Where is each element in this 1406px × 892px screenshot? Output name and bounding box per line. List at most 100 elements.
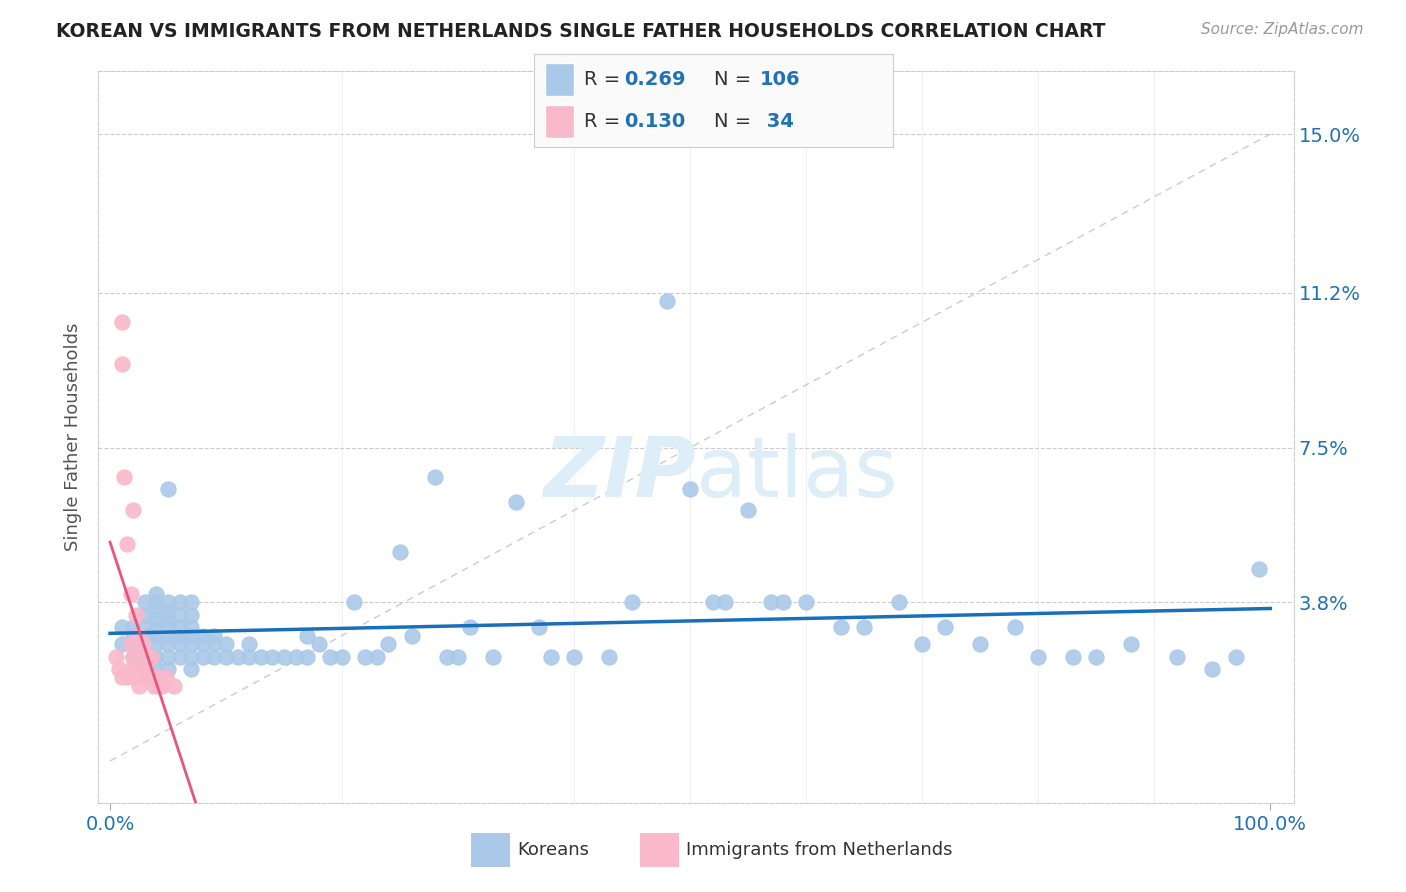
Point (157, 629, 180, 643)
Text: KOREAN VS IMMIGRANTS FROM NETHERLANDS SINGLE FATHER HOUSEHOLDS CORRELATION CHART: KOREAN VS IMMIGRANTS FROM NETHERLANDS SI… (56, 22, 1105, 41)
Point (655, 294, 678, 309)
Point (505, 495, 527, 509)
Point (343, 595, 366, 609)
Point (204, 649, 226, 664)
Point (250, 649, 273, 664)
Point (191, 637, 214, 651)
Point (262, 649, 284, 664)
Point (401, 629, 423, 643)
Point (169, 620, 191, 634)
Point (150, 679, 173, 693)
Point (145, 662, 167, 676)
Point (134, 620, 156, 634)
Point (482, 649, 505, 664)
Text: R =: R = (585, 112, 627, 131)
Point (204, 637, 226, 651)
Point (122, 620, 145, 634)
Point (169, 629, 191, 643)
Point (169, 649, 191, 664)
Text: atlas: atlas (696, 434, 897, 514)
Point (772, 595, 794, 609)
Point (145, 603, 167, 617)
Point (180, 607, 202, 622)
Point (124, 607, 146, 622)
Point (134, 649, 156, 664)
Point (423, 470, 446, 484)
Point (134, 629, 156, 643)
Bar (546, 105, 574, 138)
Point (887, 595, 910, 609)
Point (111, 357, 134, 371)
Point (157, 595, 180, 609)
Point (145, 595, 167, 609)
Point (128, 629, 150, 643)
Point (131, 662, 153, 676)
Point (529, 620, 551, 634)
Text: 0.130: 0.130 (624, 112, 685, 131)
Point (284, 649, 307, 664)
Point (145, 637, 167, 651)
Text: R =: R = (585, 70, 627, 89)
Point (702, 595, 724, 609)
Point (120, 587, 142, 601)
Point (145, 587, 167, 601)
Text: 34: 34 (761, 112, 794, 131)
Point (737, 503, 759, 517)
Point (157, 649, 180, 664)
Point (366, 649, 388, 664)
Point (180, 649, 202, 664)
Point (143, 679, 166, 693)
Point (136, 670, 159, 684)
Text: Source: ZipAtlas.com: Source: ZipAtlas.com (1201, 22, 1364, 37)
Text: ZIP: ZIP (543, 434, 696, 514)
Point (134, 662, 156, 676)
Point (389, 545, 412, 559)
Point (128, 649, 150, 664)
Point (1225, 649, 1247, 664)
Point (297, 629, 319, 643)
Point (148, 679, 170, 693)
Point (122, 649, 145, 664)
Point (238, 649, 260, 664)
Point (124, 662, 146, 676)
Point (117, 670, 139, 684)
Point (238, 637, 260, 651)
Point (122, 670, 145, 684)
Point (180, 637, 202, 651)
Point (794, 595, 817, 609)
Point (436, 649, 458, 664)
Y-axis label: Single Father Households: Single Father Households (65, 323, 83, 551)
Point (1201, 662, 1223, 676)
Point (122, 503, 145, 517)
Point (761, 595, 783, 609)
Point (145, 670, 167, 684)
Text: Immigrants from Netherlands: Immigrants from Netherlands (686, 841, 953, 859)
Point (134, 662, 156, 676)
Point (830, 620, 852, 634)
Point (139, 649, 162, 664)
Point (104, 649, 127, 664)
Text: 0.269: 0.269 (624, 70, 685, 89)
Point (679, 483, 702, 497)
Point (155, 670, 177, 684)
Point (273, 649, 295, 664)
Point (911, 637, 934, 651)
Point (108, 662, 131, 676)
Point (598, 649, 620, 664)
Point (134, 595, 156, 609)
Text: N =: N = (714, 70, 756, 89)
Point (180, 662, 202, 676)
Point (447, 649, 470, 664)
Point (191, 629, 214, 643)
Point (122, 629, 145, 643)
Text: N =: N = (714, 112, 756, 131)
Point (111, 315, 134, 329)
Point (111, 637, 134, 651)
Point (157, 662, 180, 676)
Point (377, 637, 399, 651)
Point (157, 620, 180, 634)
Point (145, 670, 167, 684)
Point (297, 649, 319, 664)
Point (969, 637, 991, 651)
Point (1085, 649, 1108, 664)
